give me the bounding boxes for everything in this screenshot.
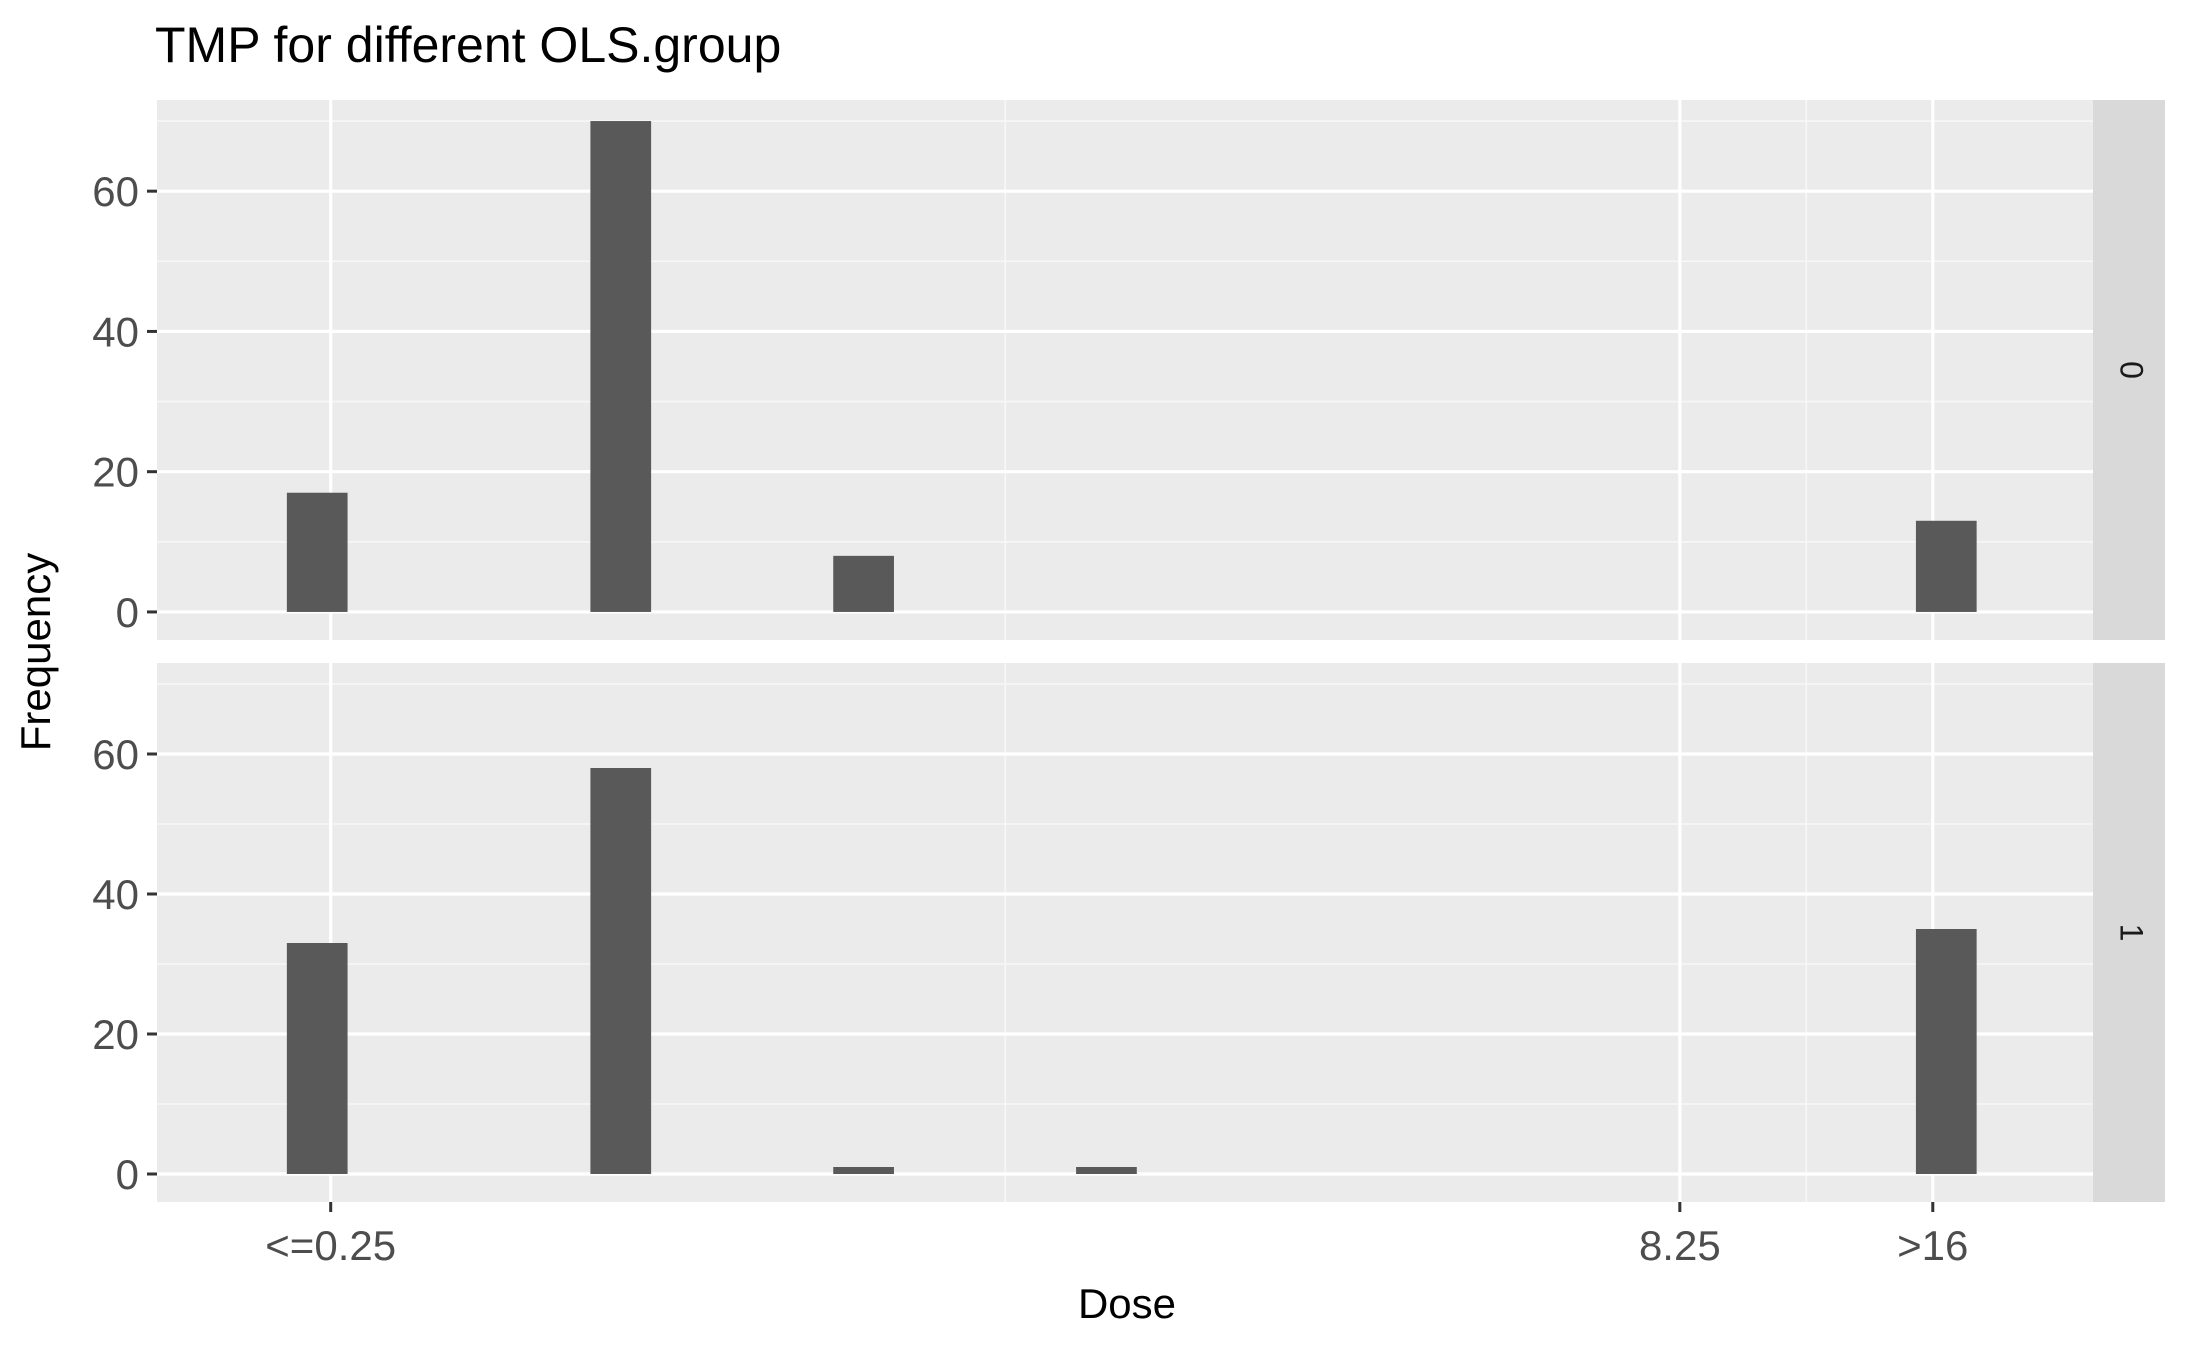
bar-1-4 (1915, 929, 1977, 1174)
facet-panel-0: 0 20 40 60 0 (92, 100, 2165, 640)
x-tick-label: >16 (1897, 1222, 1968, 1269)
bar-1-3 (1076, 1167, 1137, 1174)
y-tick-label: 60 (92, 731, 139, 778)
y-tick-label: 20 (92, 1011, 139, 1058)
bar-0-0 (286, 492, 348, 612)
bar-1-1 (590, 768, 652, 1174)
panel-background (157, 100, 2093, 640)
facet-strip-background (2093, 663, 2165, 1202)
y-tick-label: 0 (116, 589, 139, 636)
bar-0-2 (833, 555, 894, 612)
facet-strip-label: 0 (2114, 361, 2150, 379)
bar-1-0 (286, 943, 348, 1174)
y-tick-label: 20 (92, 449, 139, 496)
y-axis-title: Frequency (12, 553, 59, 751)
chart-title: TMP for different OLS.group (155, 17, 781, 73)
facet-panel-1: 0 20 40 60 1 (92, 663, 2165, 1202)
x-tick-label: 8.25 (1639, 1222, 1721, 1269)
x-tick-label: <=0.25 (265, 1222, 396, 1269)
y-tick-label: 40 (92, 308, 139, 355)
bar-0-3 (1915, 520, 1977, 612)
y-tick-label: 60 (92, 168, 139, 215)
panel-background (157, 663, 2093, 1202)
facet-strip-background (2093, 100, 2165, 640)
y-tick-label: 40 (92, 871, 139, 918)
bar-0-1 (590, 121, 652, 612)
x-axis-title: Dose (1078, 1280, 1176, 1327)
plot-layer: 0 20 40 60 0 0 20 40 60 1 <=0.25 8.25 >16 (92, 100, 2165, 1269)
facet-strip-label: 1 (2114, 924, 2150, 942)
bar-1-2 (833, 1167, 894, 1174)
y-tick-label: 0 (116, 1151, 139, 1198)
